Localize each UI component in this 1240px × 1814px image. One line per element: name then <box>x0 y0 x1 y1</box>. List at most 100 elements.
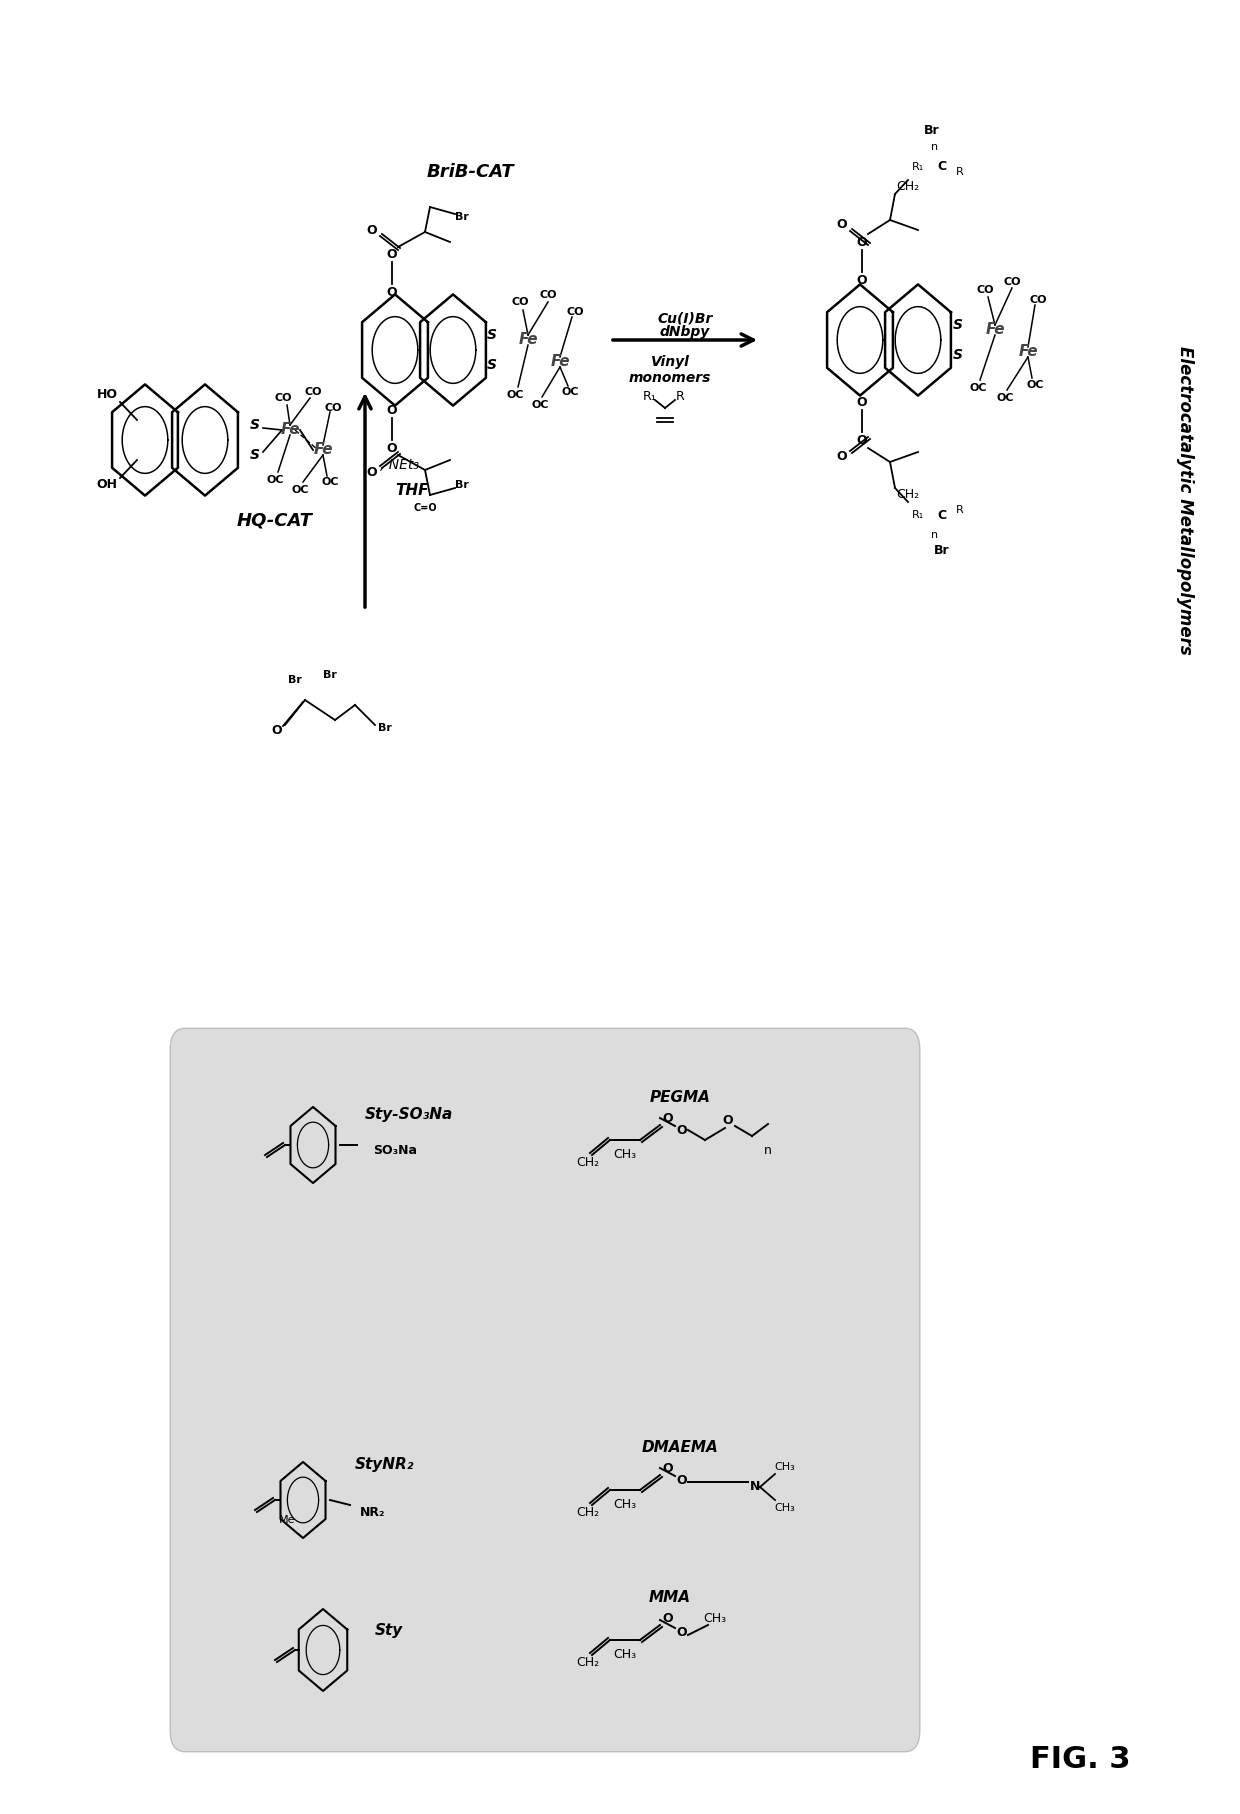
Text: Br: Br <box>455 212 469 221</box>
Text: O: O <box>857 274 867 287</box>
Text: CO: CO <box>274 394 291 403</box>
Text: FIG. 3: FIG. 3 <box>1029 1745 1130 1774</box>
Text: O: O <box>837 450 847 464</box>
Text: Vinyl: Vinyl <box>651 356 689 368</box>
Text: n: n <box>931 141 939 152</box>
Text: CO: CO <box>511 297 528 307</box>
Text: OC: OC <box>996 394 1014 403</box>
Text: DMAEMA: DMAEMA <box>641 1440 718 1455</box>
Text: Fe: Fe <box>986 323 1004 337</box>
Text: CH₃: CH₃ <box>614 1649 636 1662</box>
Text: C: C <box>937 160 946 174</box>
Text: Br: Br <box>378 724 392 733</box>
Text: R: R <box>676 390 684 403</box>
Text: CO: CO <box>1029 296 1047 305</box>
Text: CO: CO <box>1003 278 1021 287</box>
Text: N: N <box>750 1480 760 1493</box>
Text: StyNR₂: StyNR₂ <box>355 1457 414 1473</box>
Text: Br: Br <box>455 481 469 490</box>
Text: PEGMA: PEGMA <box>650 1090 711 1105</box>
Text: CH₃: CH₃ <box>775 1462 795 1471</box>
Text: CO: CO <box>324 403 342 414</box>
Text: CH₂: CH₂ <box>897 488 920 501</box>
Text: THF: THF <box>396 483 429 497</box>
Text: Fe: Fe <box>1018 345 1038 359</box>
Text: Br: Br <box>924 123 940 136</box>
Text: Electrocatalytic Metallopolymers: Electrocatalytic Metallopolymers <box>1176 346 1194 655</box>
Text: CO: CO <box>304 386 321 397</box>
Text: O: O <box>677 1473 687 1486</box>
Text: NR₂: NR₂ <box>360 1506 386 1518</box>
Text: Sty: Sty <box>374 1622 403 1638</box>
Text: HQ-CAT: HQ-CAT <box>237 512 312 530</box>
Text: OC: OC <box>531 401 549 410</box>
Text: O: O <box>272 724 283 736</box>
Text: Br: Br <box>288 675 301 686</box>
Text: S: S <box>954 348 963 363</box>
Text: O: O <box>723 1114 733 1126</box>
Text: O: O <box>857 236 867 249</box>
Text: MMA: MMA <box>649 1591 691 1605</box>
Text: CO: CO <box>976 285 993 296</box>
Text: OC: OC <box>291 484 309 495</box>
Text: R: R <box>956 167 963 178</box>
Text: O: O <box>857 395 867 408</box>
Text: Br: Br <box>324 669 337 680</box>
Text: S: S <box>954 317 963 332</box>
Text: CH₃: CH₃ <box>703 1611 727 1625</box>
Text: S: S <box>250 448 260 463</box>
Text: O: O <box>662 1112 673 1125</box>
Text: CH₃: CH₃ <box>614 1498 636 1511</box>
Text: Cu(I)Br: Cu(I)Br <box>657 310 713 325</box>
Text: O: O <box>677 1123 687 1137</box>
Text: O: O <box>662 1462 673 1475</box>
Text: O: O <box>367 223 377 236</box>
Text: O: O <box>857 434 867 446</box>
Text: Fe: Fe <box>314 443 332 457</box>
FancyBboxPatch shape <box>170 1029 920 1752</box>
Text: C=O: C=O <box>413 502 436 513</box>
Text: S: S <box>250 417 260 432</box>
Text: O: O <box>677 1625 687 1638</box>
Text: SO₃Na: SO₃Na <box>373 1143 417 1157</box>
Text: CO: CO <box>567 307 584 317</box>
Text: O: O <box>387 441 397 455</box>
Text: O: O <box>367 466 377 479</box>
Text: CH₂: CH₂ <box>577 1656 600 1669</box>
Text: Me: Me <box>279 1515 295 1526</box>
Text: CH₃: CH₃ <box>614 1148 636 1161</box>
Text: Fe: Fe <box>551 354 570 370</box>
Text: OH: OH <box>97 479 118 492</box>
Text: OC: OC <box>506 390 523 401</box>
Text: CH₂: CH₂ <box>577 1506 600 1518</box>
Text: R: R <box>956 504 963 515</box>
Text: OC: OC <box>267 475 284 484</box>
Text: S: S <box>487 328 497 343</box>
Text: CH₃: CH₃ <box>775 1504 795 1513</box>
Text: , NEt₃: , NEt₃ <box>379 457 419 472</box>
Text: O: O <box>837 218 847 232</box>
Text: R₁: R₁ <box>911 161 924 172</box>
Text: Fe: Fe <box>280 423 300 437</box>
Text: CO: CO <box>539 290 557 299</box>
Text: OC: OC <box>321 477 339 486</box>
Text: OC: OC <box>1027 379 1044 390</box>
Text: n: n <box>931 530 939 541</box>
Text: R₁: R₁ <box>911 510 924 521</box>
Text: monomers: monomers <box>629 372 712 385</box>
Text: BriB-CAT: BriB-CAT <box>427 163 513 181</box>
Text: Sty-SO₃Na: Sty-SO₃Na <box>365 1108 454 1123</box>
Text: Fe: Fe <box>518 332 538 348</box>
Text: OC: OC <box>562 386 579 397</box>
Text: O: O <box>387 403 397 417</box>
Text: Br: Br <box>934 544 950 557</box>
Text: HO: HO <box>97 388 118 401</box>
Text: dNbpy: dNbpy <box>660 325 711 339</box>
Text: O: O <box>662 1611 673 1625</box>
Text: S: S <box>487 357 497 372</box>
Text: n: n <box>764 1143 773 1157</box>
Text: O: O <box>387 285 397 299</box>
Text: OC: OC <box>970 383 987 394</box>
Text: CH₂: CH₂ <box>577 1156 600 1168</box>
Text: CH₂: CH₂ <box>897 181 920 194</box>
